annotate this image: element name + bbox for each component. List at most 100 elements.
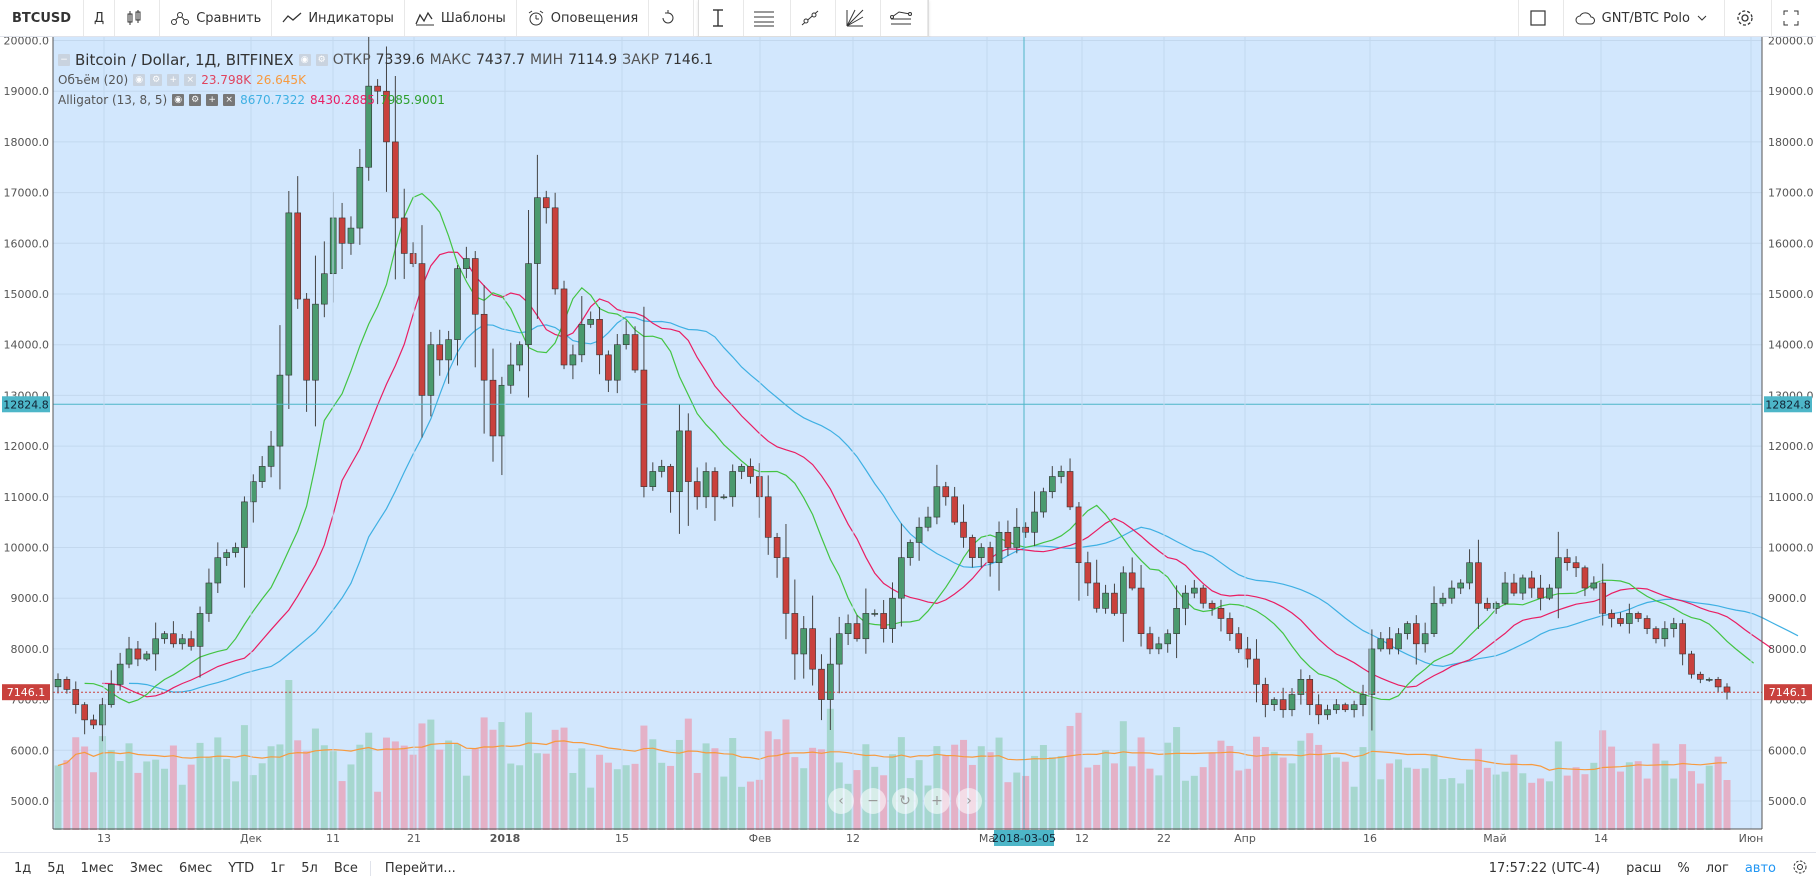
volume-bar <box>1039 745 1047 830</box>
volume-bar <box>1679 744 1687 830</box>
zoom-in-button[interactable]: + <box>924 788 950 814</box>
settings-small-icon[interactable]: ⚙ <box>150 74 163 86</box>
clock-time[interactable]: 17:57:22 (UTC-4) <box>1488 861 1601 876</box>
candle-body <box>321 273 328 305</box>
symbol-search[interactable]: BTCUSD <box>0 0 85 36</box>
plus-icon[interactable]: + <box>206 94 219 106</box>
range-button[interactable]: YTD <box>228 861 255 876</box>
volume-bar <box>1581 774 1589 830</box>
candle-body <box>178 638 186 645</box>
range-button[interactable]: 3мес <box>129 861 163 876</box>
volume-name[interactable]: Объём (20) <box>58 73 129 87</box>
y-tick-label-right: 5000.0 <box>1768 795 1807 808</box>
eye-icon[interactable]: ◉ <box>298 54 311 66</box>
alligator-name[interactable]: Alligator (13, 8, 5) <box>58 93 168 107</box>
price-chart[interactable]: 20000.0 20000.0 19000.0 19000.0 18000.0 18000… <box>0 37 1816 852</box>
settings-small-icon[interactable]: ⚙ <box>189 94 202 106</box>
candle-body <box>338 217 346 244</box>
settings-button[interactable] <box>1724 0 1771 36</box>
range-button[interactable]: 5л <box>301 861 318 876</box>
pattern-tool-button[interactable] <box>881 0 929 36</box>
volume-bar <box>862 744 870 830</box>
range-button[interactable]: 1г <box>270 861 286 876</box>
percent-toggle[interactable]: % <box>1677 861 1690 876</box>
gann-tool-button[interactable] <box>836 0 882 36</box>
eye-icon[interactable]: ◉ <box>133 74 146 86</box>
templates-button[interactable]: Шаблоны <box>405 0 517 36</box>
text-tool-button[interactable] <box>699 0 745 36</box>
volume-bar <box>1483 767 1491 830</box>
candle-body <box>711 471 719 498</box>
scroll-right-button[interactable]: › <box>956 788 982 814</box>
candle-body <box>152 638 159 655</box>
volume-value: 23.798K <box>201 73 252 87</box>
templates-icon <box>415 11 434 26</box>
volume-bar <box>409 754 417 830</box>
chart-area[interactable]: 20000.0 20000.0 19000.0 19000.0 18000.0 18000… <box>0 37 1816 852</box>
zoom-out-button[interactable]: − <box>860 788 886 814</box>
candle-body <box>1093 582 1100 609</box>
candle-body <box>72 689 80 705</box>
trendline-tool-button[interactable] <box>791 0 837 36</box>
range-button[interactable]: Все <box>333 861 358 876</box>
x-tick-label: 15 <box>615 832 629 845</box>
candle-body <box>463 258 470 269</box>
plus-icon[interactable]: + <box>167 74 180 86</box>
volume-bar <box>1084 767 1092 830</box>
volume-bar <box>1261 747 1269 830</box>
eye-icon[interactable]: ◉ <box>172 94 185 106</box>
interval-button[interactable]: Д <box>84 0 116 36</box>
volume-bar <box>604 762 612 830</box>
close-icon[interactable]: × <box>184 74 197 86</box>
candle-body <box>534 197 541 264</box>
range-button[interactable]: 5д <box>47 861 65 876</box>
volume-bar <box>152 759 160 830</box>
range-button[interactable]: 1д <box>14 861 32 876</box>
goto-date-button[interactable]: Перейти... <box>369 861 464 876</box>
high-label: МАКС <box>429 52 472 68</box>
scale-settings-button[interactable] <box>1784 859 1816 879</box>
volume-bar <box>693 772 701 830</box>
volume-bar <box>1554 741 1562 830</box>
replay-button[interactable] <box>649 0 695 36</box>
candle-body <box>125 648 133 665</box>
watchlist-button[interactable]: GNT/BTC Polo <box>1562 0 1724 36</box>
candle-body <box>374 85 381 92</box>
collapse-icon[interactable]: − <box>58 54 70 66</box>
candle-body <box>1537 587 1544 599</box>
y-tick-label-left: 19000.0 <box>4 85 50 98</box>
volume-bar <box>782 719 790 830</box>
extended-hours-toggle[interactable]: расш <box>1626 861 1662 876</box>
candle-body <box>862 613 870 640</box>
settings-small-icon[interactable]: ⚙ <box>315 54 328 66</box>
close-icon[interactable]: × <box>223 94 236 106</box>
alligator-jaw-line <box>128 316 1799 693</box>
alerts-button[interactable]: Оповещения <box>517 0 650 36</box>
x-tick-label: Фев <box>749 832 772 845</box>
volume-bar <box>161 768 169 830</box>
fullscreen-toggle[interactable] <box>1517 0 1563 36</box>
volume-bar <box>1386 763 1394 830</box>
log-toggle[interactable]: лог <box>1705 861 1729 876</box>
expand-button[interactable] <box>1771 0 1816 36</box>
candle-body <box>143 653 151 660</box>
candle-body <box>1128 572 1136 589</box>
candle-body <box>995 531 1003 564</box>
compare-button[interactable]: Сравнить <box>160 0 273 36</box>
candle-body <box>1226 618 1234 634</box>
volume-bar <box>1403 767 1411 830</box>
scroll-left-button[interactable]: ‹ <box>828 788 854 814</box>
range-button[interactable]: 1мес <box>80 861 114 876</box>
chart-type-button[interactable] <box>115 0 161 36</box>
indicators-button[interactable]: Индикаторы <box>272 0 405 36</box>
auto-scale-toggle[interactable]: авто <box>1744 861 1776 876</box>
range-button[interactable]: 6мес <box>179 861 213 876</box>
lines-tool-button[interactable] <box>744 0 792 36</box>
candle-body <box>764 496 772 538</box>
volume-bar <box>1173 727 1181 830</box>
candle-body <box>1120 572 1127 614</box>
candle-body <box>756 476 763 498</box>
reset-button[interactable]: ↻ <box>892 788 918 814</box>
candle-body <box>1022 526 1029 533</box>
y-tick-label-left: 14000.0 <box>4 339 50 352</box>
